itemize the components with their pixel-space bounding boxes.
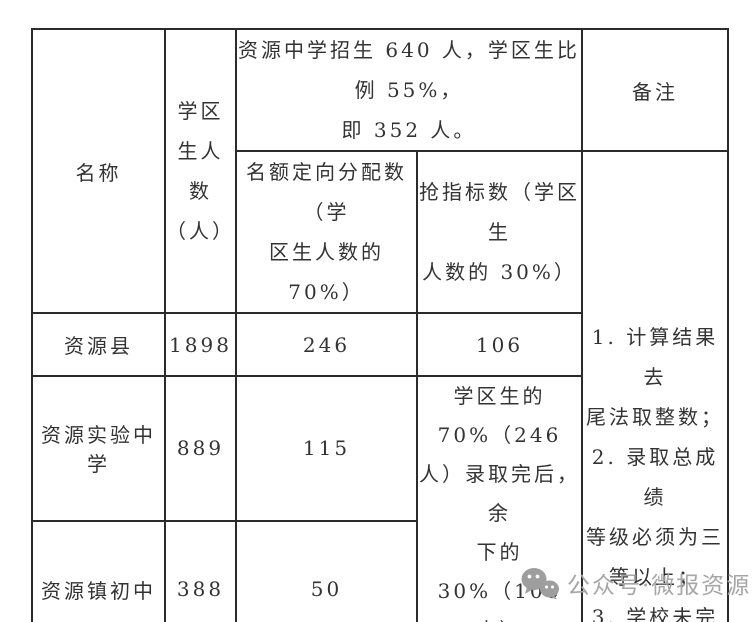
quota-table: 名称 学区 生人 数 （人） 资源中学招生 640 人，学区生比例 55%， 即… [31, 28, 729, 622]
quota-count: 246 [235, 312, 418, 377]
school-name: 资源实验中学 [31, 375, 166, 522]
students-count: 889 [164, 375, 237, 522]
header-admission-note: 资源中学招生 640 人，学区生比例 55%， 即 352 人。 [235, 28, 583, 152]
grab-count: 106 [416, 312, 583, 377]
quota-count: 50 [235, 519, 418, 622]
wechat-icon [521, 568, 559, 600]
table-row: 资源县 1898 246 106 [31, 312, 728, 377]
quota-count: 115 [235, 375, 418, 522]
header-district-students: 学区 生人 数 （人） [164, 28, 237, 314]
header-remark: 备注 [581, 28, 729, 152]
table-row: 资源镇初中 388 50 [31, 519, 728, 622]
students-count: 1898 [164, 312, 237, 377]
grab-note-cell: 学区生的 70%（246 人）录取完后，余 下的 30%（106 人） 由全县未… [416, 375, 583, 622]
header-name: 名称 [31, 28, 166, 314]
watermark-label: 公众号·微报资源 [567, 573, 752, 599]
header-grab: 抢指标数（学区生 人数的 30%） [416, 150, 583, 314]
watermark: 公众号·微报资源 [520, 566, 751, 600]
table-row: 资源实验中学 889 115 学区生的 70%（246 人）录取完后，余 下的 … [31, 375, 728, 622]
school-name: 资源县 [31, 312, 166, 377]
header-quota: 名额定向分配数（学 区生人数的 70%） [235, 150, 418, 314]
school-name: 资源镇初中 [31, 519, 166, 622]
remarks-cell: 1. 计算结果去 尾法取整数； 2. 录取总成绩 等级必须为三 等以上； 3. … [581, 150, 729, 622]
students-count: 388 [164, 519, 237, 622]
